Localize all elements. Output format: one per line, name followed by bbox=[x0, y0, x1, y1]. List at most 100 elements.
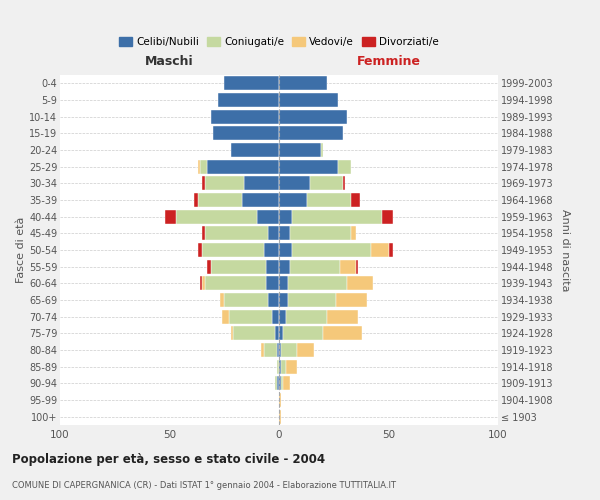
Bar bbox=[224, 293, 268, 307]
Bar bbox=[307, 193, 351, 207]
Bar bbox=[263, 243, 279, 257]
Bar bbox=[231, 143, 279, 157]
Bar bbox=[279, 110, 347, 124]
Bar bbox=[279, 143, 320, 157]
Bar bbox=[231, 326, 233, 340]
Bar bbox=[266, 260, 279, 274]
Bar bbox=[205, 226, 268, 240]
Text: Femmine: Femmine bbox=[356, 55, 421, 68]
Text: COMUNE DI CAPERGNANICA (CR) - Dati ISTAT 1° gennaio 2004 - Elaborazione TUTTITAL: COMUNE DI CAPERGNANICA (CR) - Dati ISTAT… bbox=[12, 481, 396, 490]
Text: Maschi: Maschi bbox=[145, 55, 194, 68]
Bar bbox=[288, 276, 347, 290]
Bar bbox=[211, 260, 266, 274]
Bar bbox=[263, 343, 277, 357]
Bar bbox=[205, 276, 266, 290]
Bar bbox=[343, 176, 344, 190]
Y-axis label: Fasce di età: Fasce di età bbox=[16, 217, 26, 283]
Bar bbox=[200, 276, 202, 290]
Bar bbox=[202, 176, 205, 190]
Bar bbox=[281, 343, 296, 357]
Bar bbox=[288, 293, 336, 307]
Bar bbox=[218, 93, 279, 107]
Bar bbox=[290, 260, 340, 274]
Bar bbox=[277, 376, 279, 390]
Bar bbox=[176, 210, 257, 224]
Bar bbox=[279, 160, 338, 174]
Bar bbox=[266, 276, 279, 290]
Bar bbox=[198, 243, 202, 257]
Bar bbox=[279, 310, 286, 324]
Bar bbox=[382, 210, 393, 224]
Bar bbox=[233, 326, 275, 340]
Bar bbox=[200, 160, 207, 174]
Bar bbox=[207, 260, 211, 274]
Bar bbox=[281, 360, 286, 374]
Bar bbox=[279, 410, 281, 424]
Bar bbox=[371, 243, 389, 257]
Bar bbox=[279, 93, 338, 107]
Bar bbox=[279, 326, 283, 340]
Bar bbox=[272, 310, 279, 324]
Bar bbox=[202, 276, 205, 290]
Bar bbox=[327, 310, 358, 324]
Bar bbox=[279, 176, 310, 190]
Legend: Celibi/Nubili, Coniugati/e, Vedovi/e, Divorziati/e: Celibi/Nubili, Coniugati/e, Vedovi/e, Di… bbox=[118, 34, 440, 49]
Bar bbox=[356, 260, 358, 274]
Bar bbox=[279, 76, 327, 90]
Bar bbox=[242, 193, 279, 207]
Bar bbox=[244, 176, 279, 190]
Bar bbox=[277, 343, 279, 357]
Bar bbox=[338, 160, 351, 174]
Bar bbox=[229, 310, 272, 324]
Bar bbox=[202, 226, 205, 240]
Bar bbox=[340, 260, 356, 274]
Bar bbox=[279, 193, 307, 207]
Bar bbox=[279, 376, 281, 390]
Bar bbox=[257, 210, 279, 224]
Bar bbox=[290, 226, 351, 240]
Bar bbox=[336, 293, 367, 307]
Y-axis label: Anni di nascita: Anni di nascita bbox=[560, 209, 570, 291]
Bar bbox=[286, 360, 296, 374]
Bar bbox=[279, 293, 288, 307]
Bar bbox=[320, 143, 323, 157]
Bar bbox=[275, 326, 279, 340]
Bar bbox=[275, 376, 277, 390]
Bar bbox=[220, 293, 224, 307]
Bar bbox=[323, 326, 362, 340]
Bar bbox=[214, 126, 279, 140]
Bar bbox=[281, 376, 283, 390]
Bar bbox=[279, 210, 292, 224]
Bar bbox=[222, 310, 229, 324]
Bar bbox=[268, 293, 279, 307]
Bar bbox=[279, 260, 290, 274]
Bar bbox=[351, 226, 356, 240]
Bar bbox=[205, 176, 244, 190]
Bar bbox=[279, 393, 281, 407]
Bar bbox=[310, 176, 343, 190]
Bar bbox=[165, 210, 176, 224]
Bar bbox=[279, 276, 288, 290]
Bar bbox=[198, 193, 242, 207]
Bar bbox=[277, 360, 279, 374]
Bar bbox=[292, 243, 371, 257]
Bar bbox=[262, 343, 263, 357]
Bar bbox=[389, 243, 393, 257]
Bar bbox=[347, 276, 373, 290]
Bar bbox=[198, 160, 200, 174]
Bar bbox=[279, 343, 281, 357]
Bar bbox=[286, 310, 327, 324]
Bar bbox=[296, 343, 314, 357]
Bar bbox=[202, 243, 263, 257]
Bar bbox=[283, 376, 290, 390]
Bar bbox=[279, 360, 281, 374]
Bar bbox=[268, 226, 279, 240]
Bar bbox=[211, 110, 279, 124]
Bar bbox=[224, 76, 279, 90]
Bar bbox=[279, 126, 343, 140]
Bar bbox=[279, 226, 290, 240]
Bar bbox=[351, 193, 360, 207]
Bar bbox=[283, 326, 323, 340]
Bar bbox=[292, 210, 382, 224]
Bar bbox=[207, 160, 279, 174]
